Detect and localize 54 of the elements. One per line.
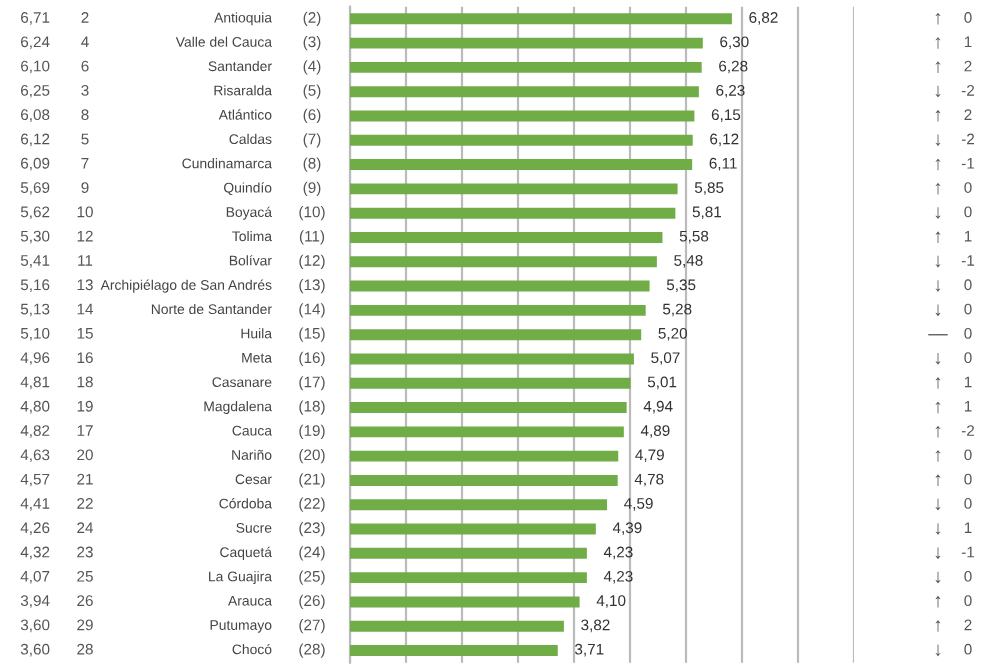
bar (350, 37, 703, 49)
text: ↓ (935, 280, 941, 292)
text: ↓ (935, 304, 941, 316)
text: ↓ (935, 644, 941, 657)
text: ↑ (935, 12, 941, 25)
text: ↑ (935, 377, 941, 389)
bar (350, 329, 642, 341)
text: ↑ (935, 401, 941, 414)
text: ↓ (935, 207, 941, 219)
bar (350, 134, 693, 146)
bar (350, 620, 564, 632)
bar (350, 645, 558, 656)
bar (350, 402, 627, 414)
text: ↑ (935, 474, 941, 487)
bar (350, 232, 663, 243)
bar (350, 13, 732, 25)
text: ↓ (935, 547, 941, 559)
bar (350, 207, 676, 219)
text: ↑ (935, 182, 941, 195)
bar (350, 110, 695, 122)
bar (350, 572, 587, 584)
bar (350, 159, 693, 171)
text: ↑ (935, 37, 941, 49)
bar (350, 61, 702, 73)
text: ↑ (935, 110, 941, 122)
text: ↑ (935, 596, 941, 608)
bar (350, 450, 619, 462)
bar (350, 377, 631, 389)
text: ↑ (935, 231, 941, 244)
bar (350, 426, 624, 438)
bar (350, 596, 580, 608)
bar (350, 280, 650, 292)
text: ↑ (935, 425, 941, 438)
text: ↑ (935, 620, 941, 632)
text: — (928, 334, 948, 336)
bar (350, 523, 596, 535)
bar (350, 86, 699, 98)
text: ↓ (935, 498, 941, 511)
text: ↑ (935, 158, 941, 171)
text: ↓ (935, 523, 941, 535)
bar (350, 183, 678, 195)
bar (350, 256, 657, 268)
text: ↓ (935, 134, 941, 146)
text: ↓ (935, 571, 941, 584)
bar (350, 499, 608, 511)
text: ↓ (935, 353, 941, 365)
text: ↑ (935, 61, 941, 74)
bar (350, 304, 646, 316)
text: ↓ (935, 85, 941, 98)
bar (350, 353, 634, 365)
text: ↑ (935, 450, 941, 462)
bar (350, 547, 587, 559)
text: ↓ (935, 255, 941, 268)
bar (350, 474, 618, 486)
